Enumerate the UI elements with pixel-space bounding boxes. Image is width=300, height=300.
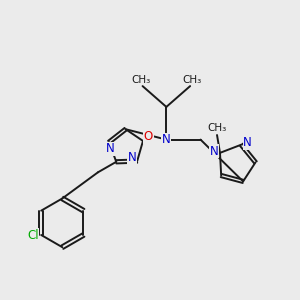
Text: N: N xyxy=(210,145,218,158)
Text: N: N xyxy=(162,133,171,146)
Text: N: N xyxy=(128,151,136,164)
Text: Cl: Cl xyxy=(27,229,39,242)
Text: O: O xyxy=(144,130,153,143)
Text: CH₃: CH₃ xyxy=(182,75,201,85)
Text: N: N xyxy=(106,142,115,155)
Text: CH₃: CH₃ xyxy=(131,75,151,85)
Text: N: N xyxy=(243,136,252,149)
Text: CH₃: CH₃ xyxy=(207,123,226,133)
